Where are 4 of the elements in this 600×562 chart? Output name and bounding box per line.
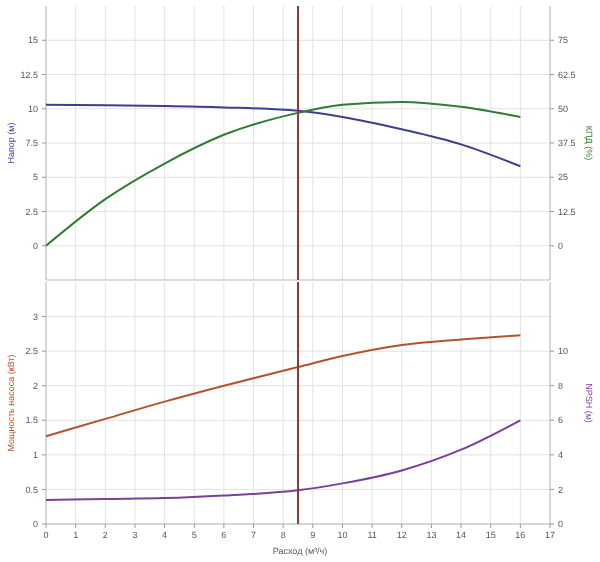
line-series xyxy=(45,103,522,168)
line-series xyxy=(45,100,522,247)
line-series xyxy=(45,334,522,438)
line-series xyxy=(45,419,522,501)
